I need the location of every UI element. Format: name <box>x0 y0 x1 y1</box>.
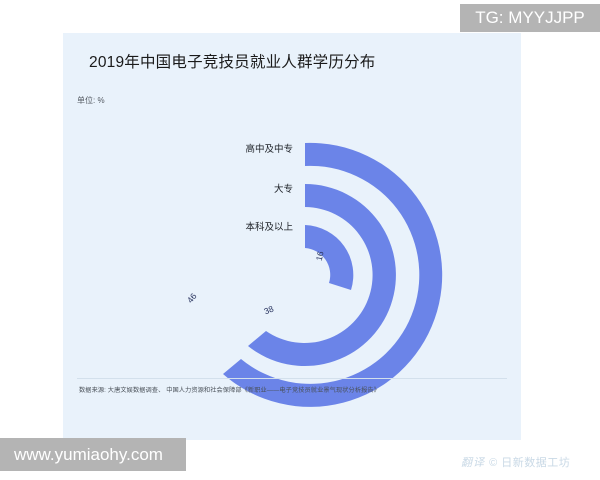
brand-mark-text: 翻译 <box>461 457 485 469</box>
radial-bar-inner <box>305 225 354 290</box>
url-watermark: www.yumiaohy.com <box>0 438 186 471</box>
page-title: 2019年中国电子竞技员就业人群学历分布 <box>89 54 376 71</box>
radial-bar-outer <box>223 142 443 407</box>
category-label-senior-high: 高中及中专 <box>245 144 293 155</box>
value-label-bachelor-and-above: 16 <box>313 250 326 262</box>
value-label-junior-college: 38 <box>262 303 275 317</box>
brand-sub-text: © 日新数据工坊 <box>489 457 571 469</box>
category-label-bachelor-and-above: 本科及以上 <box>245 222 293 233</box>
tg-banner: TG: MYYJJPP <box>460 4 600 32</box>
chart-card: 2019年中国电子竞技员就业人群学历分布 单位: % 高中及中专 大专 本科及以… <box>63 33 570 469</box>
brand-watermark: 翻译 © 日新数据工坊 <box>461 454 570 470</box>
radial-bar-middle <box>248 184 396 366</box>
footer-divider <box>77 378 507 379</box>
unit-label: 单位: % <box>77 96 105 105</box>
value-label-senior-high: 46 <box>184 291 199 305</box>
source-note: 数据来源: 大唐文娱数据调查、 中国人力资源和社会保障部《新职业——电子竞技员就… <box>79 387 380 394</box>
category-label-junior-college: 大专 <box>273 184 293 195</box>
